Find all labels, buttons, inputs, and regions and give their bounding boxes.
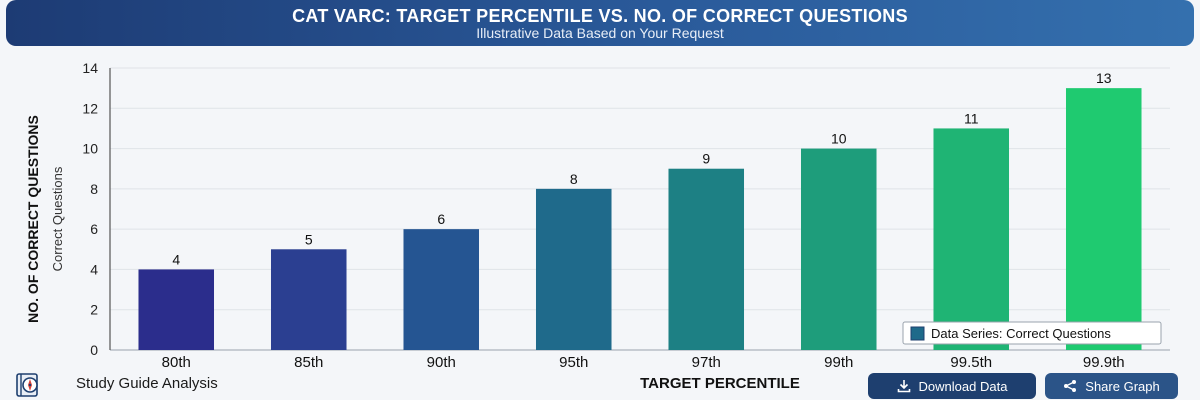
download-icon	[897, 380, 910, 393]
bar	[535, 188, 612, 350]
x-tick-label: 85th	[294, 354, 323, 371]
x-tick-label: 99th	[824, 354, 853, 371]
bar	[270, 249, 347, 350]
chart-subtitle: Illustrative Data Based on Your Request	[476, 25, 724, 41]
x-tick-label: 90th	[427, 354, 456, 371]
download-data-button[interactable]: Download Data	[868, 373, 1036, 399]
x-tick-label: 99.9th	[1083, 354, 1125, 371]
bar-value-label: 6	[437, 211, 445, 227]
x-tick-label: 95th	[559, 354, 588, 371]
x-tick-label: 99.5th	[950, 354, 992, 371]
bar	[933, 128, 1010, 350]
y-tick-label: 14	[82, 60, 98, 76]
share-graph-label: Share Graph	[1085, 378, 1160, 394]
bar-value-label: 11	[964, 110, 979, 126]
bar	[403, 229, 480, 350]
share-graph-button[interactable]: Share Graph	[1045, 373, 1178, 399]
bar-value-label: 4	[172, 251, 180, 267]
bar-value-label: 13	[1096, 70, 1112, 86]
bar-value-label: 9	[702, 151, 710, 167]
bar-value-label: 5	[305, 231, 313, 247]
bar	[668, 168, 745, 350]
y-tick-label: 2	[90, 302, 98, 318]
legend-label: Data Series: Correct Questions	[931, 326, 1111, 341]
bar	[1065, 88, 1142, 351]
legend-box	[902, 321, 1162, 345]
y-tick-label: 6	[90, 221, 98, 237]
y-axis-sublabel: Correct Questions	[50, 166, 65, 271]
study-guide-label: Study Guide Analysis	[76, 375, 218, 392]
share-icon	[1064, 380, 1077, 392]
y-tick-label: 0	[90, 342, 98, 358]
y-tick-label: 12	[82, 100, 98, 116]
x-tick-label: 97th	[692, 354, 721, 371]
y-tick-label: 8	[90, 181, 98, 197]
chart-header: CAT VARC: TARGET PERCENTILE VS. NO. OF C…	[6, 0, 1194, 46]
bar	[138, 269, 215, 350]
x-tick-label: 80th	[162, 354, 191, 371]
chart-title: CAT VARC: TARGET PERCENTILE VS. NO. OF C…	[292, 6, 908, 26]
y-tick-label: 10	[82, 141, 98, 157]
bar	[800, 148, 877, 350]
x-axis-label: TARGET PERCENTILE	[640, 375, 800, 392]
download-data-label: Download Data	[918, 378, 1008, 394]
bar-value-label: 10	[831, 131, 847, 147]
bar-value-label: 8	[570, 171, 578, 187]
y-tick-label: 4	[90, 261, 98, 277]
legend-swatch	[910, 326, 925, 341]
compass-book-icon	[16, 373, 38, 397]
y-axis-label: NO. OF CORRECT QUESTIONS	[25, 115, 41, 323]
